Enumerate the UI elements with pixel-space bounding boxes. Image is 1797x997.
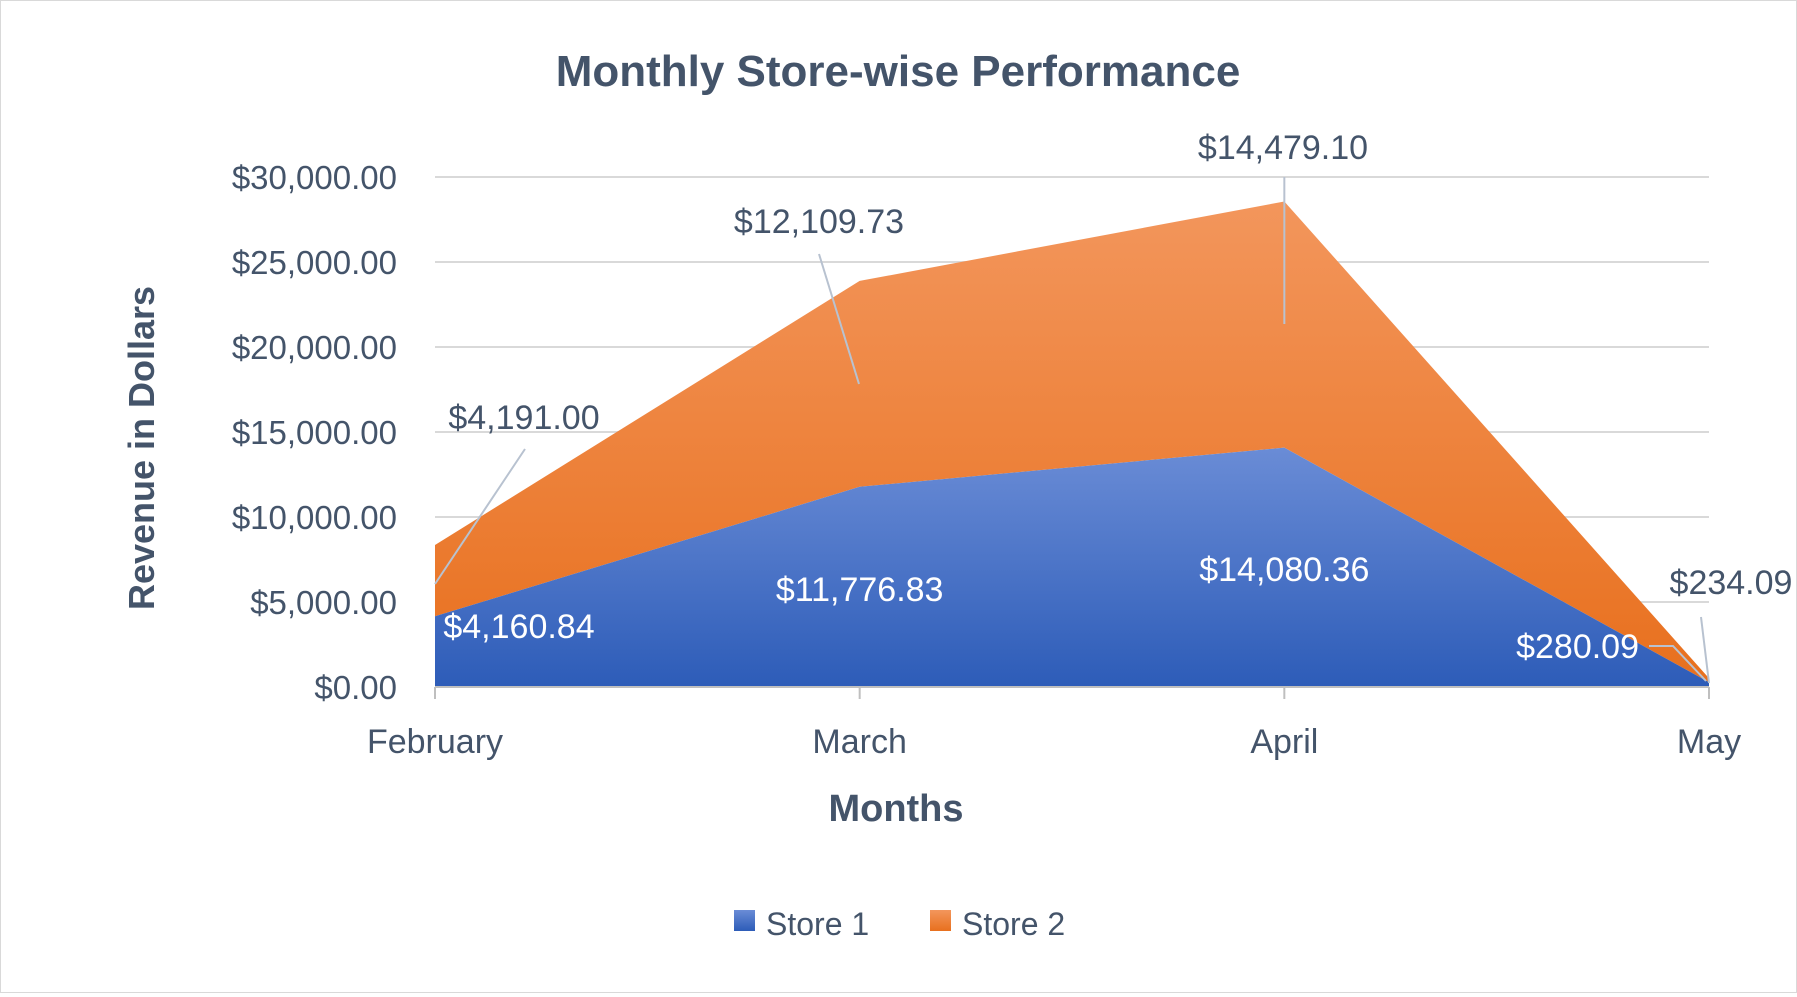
leader-line-store-2-february	[434, 448, 526, 585]
area-store-1	[435, 447, 1709, 687]
x-tick-label-march: March	[812, 723, 906, 761]
x-tick-label-may: May	[1677, 723, 1741, 761]
data-label-store-1-may: $280.09	[1516, 628, 1639, 666]
data-label-store-1-february: $4,160.84	[443, 608, 594, 646]
legend-swatch-store-1	[734, 910, 755, 931]
legend-swatch-store-2	[930, 910, 951, 931]
data-label-leaders	[434, 177, 1710, 684]
area-series	[435, 201, 1709, 687]
y-tick-label: $30,000.00	[232, 159, 397, 196]
y-tick-label: $20,000.00	[232, 329, 397, 366]
legend-label-store-2: Store 2	[962, 906, 1065, 942]
data-label-store-2-march: $12,109.73	[734, 203, 904, 241]
y-tick-label: $5,000.00	[250, 584, 397, 621]
legend-label-store-1: Store 1	[766, 906, 869, 942]
y-axis-title: Revenue in Dollars	[121, 286, 162, 610]
data-label-store-2-april: $14,479.10	[1198, 129, 1368, 167]
data-labels: $4,160.84 $11,776.83 $14,080.36 $280.09 $4,1…	[443, 129, 1792, 666]
data-label-store-2-may: $234.09	[1670, 564, 1793, 602]
area-store-2	[435, 201, 1709, 683]
y-axis-ticks: $0.00 $5,000.00 $10,000.00 $15,000.00 $20,00…	[232, 159, 397, 706]
y-tick-label: $0.00	[314, 669, 397, 706]
x-axis-title: Months	[828, 788, 963, 830]
x-tick-label-february: February	[367, 723, 503, 761]
x-axis-ticks: February March April May	[367, 723, 1741, 761]
data-label-store-1-april: $14,080.36	[1199, 551, 1369, 589]
leader-line-store-1-may	[1649, 645, 1707, 682]
y-tick-label: $15,000.00	[232, 414, 397, 451]
legend: Store 1 Store 2	[734, 906, 1065, 942]
y-tick-label: $25,000.00	[232, 244, 397, 281]
x-axis	[434, 686, 1710, 699]
y-tick-label: $10,000.00	[232, 499, 397, 536]
leader-line-store-2-may	[1700, 616, 1710, 684]
x-tick-label-april: April	[1250, 723, 1318, 761]
data-label-store-2-february: $4,191.00	[448, 399, 599, 437]
chart-title: Monthly Store-wise Performance	[556, 47, 1241, 96]
leader-line-store-2-march	[818, 253, 860, 385]
data-label-store-1-march: $11,776.83	[776, 571, 944, 609]
